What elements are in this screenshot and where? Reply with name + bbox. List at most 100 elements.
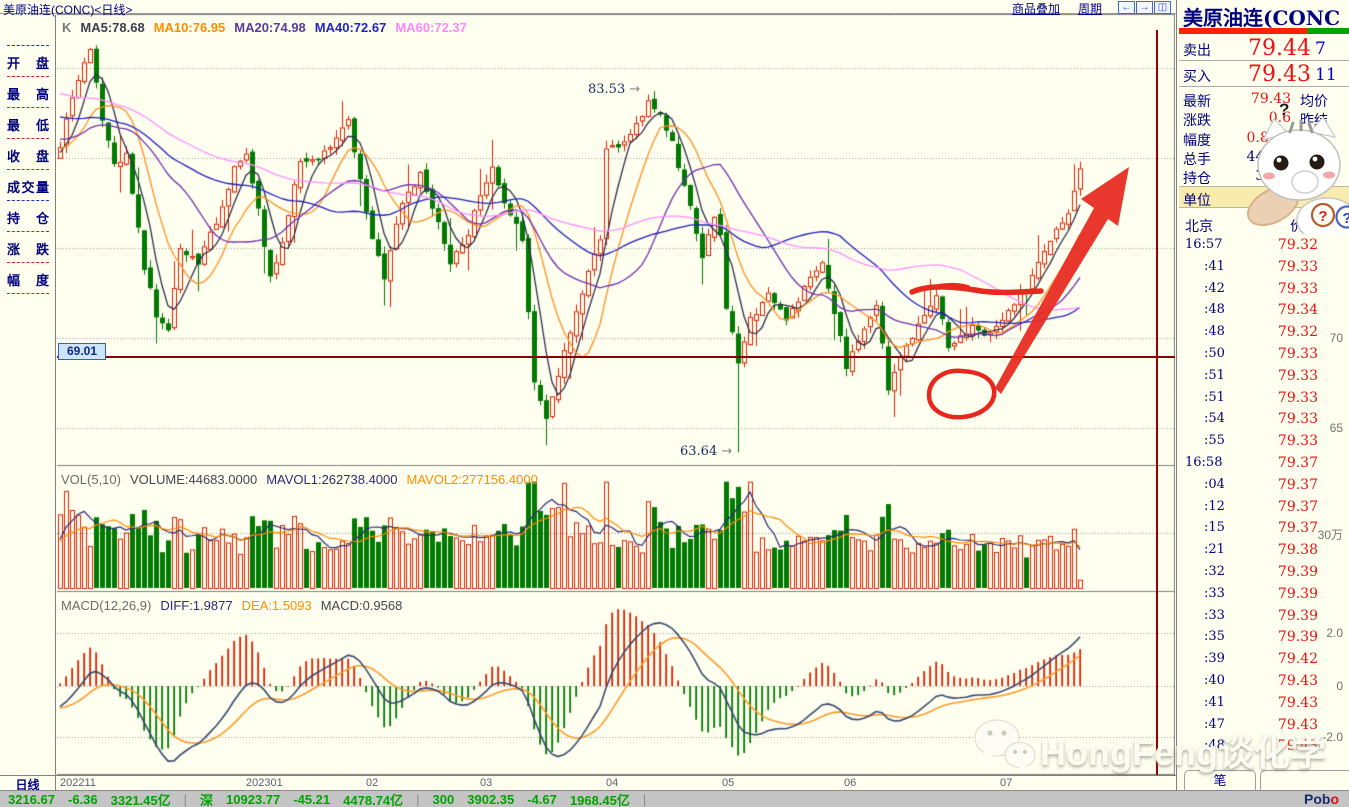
status-bar: 3216.67 -6.36 3321.45亿 | 深 10923.77 -45.21 4478… [0,790,1349,807]
indicator-value-label: MA5:78.68 [80,20,145,35]
divider [1179,60,1349,61]
tape-row-time: 16:58 [1185,455,1223,470]
indicator-value-label: DIFF:1.9877 [160,598,233,613]
quote-row-label: 单位 [1183,193,1211,209]
axis-label: -2.0 [1322,730,1343,744]
tape-row-time: :33 [1204,586,1225,601]
tape-row-price: 79.43 [1277,695,1318,711]
status-index-value: 深 [200,792,214,807]
sidebar-item-3: 最低 [7,118,49,133]
axis-label: 30万 [1317,528,1343,542]
right-arrow-icon: → [629,82,641,97]
overlay-commodity-link[interactable]: 商品叠加 [1012,2,1061,16]
quote-row-label: 持仓 [1183,171,1211,187]
status-divider: | [183,791,188,807]
kline-chart-canvas[interactable] [57,14,1175,775]
tape-row-price: 79.39 [1277,586,1318,602]
tape-row-time: :35 [1204,629,1225,644]
sidebar-item-4: 收盘 [7,149,49,164]
axis-label: 0 [1336,679,1343,693]
indicator-value-label: MA40:72.67 [314,20,387,35]
quote-row-label: 最新 [1183,94,1211,110]
tape-row-price: 79.33 [1277,411,1318,427]
tape-row-time: :41 [1204,259,1225,274]
sidebar-item-5: 成交量 [7,180,49,195]
sidebar-separator [7,45,49,46]
tape-row-price: 79.32 [1277,324,1318,340]
month-tick-label: 03 [480,777,493,789]
cat-sticker: ? ? [1247,116,1349,234]
axis-label: 65 [1329,421,1343,435]
tape-row-price: 79.42 [1277,651,1318,667]
indicator-value-label: VOL(5,10) [61,472,121,487]
tape-row-price: 79.43 [1277,717,1318,733]
field-label-sidebar: 开盘最高最低收盘成交量持仓涨跌幅度 [0,15,56,790]
indicator-value-label: VOLUME:44683.0000 [129,472,258,487]
tape-row-time: :04 [1204,477,1225,492]
tape-row-time: :32 [1204,564,1225,579]
red-question-icon: ? [1318,208,1327,225]
tape-row-time: :12 [1204,499,1225,514]
sidebar-item-6: 持仓 [7,211,49,226]
indicator-value-label: MA10:76.95 [153,20,226,35]
tape-row-time: :51 [1204,368,1225,383]
month-tick-label: 05 [722,777,735,789]
black-question-icon: ? [1279,100,1290,119]
indicator-value-label: MAVOL1:262738.4000 [266,472,398,487]
price-alert-line[interactable] [57,356,1175,358]
tape-row-time: :48 [1204,302,1225,317]
sidebar-separator [7,231,49,232]
volume-indicator-header: VOL(5,10) VOLUME:44683.0000 MAVOL1:262738.… [61,472,547,487]
low-price-annotation: 63.64 → [680,444,733,459]
axis-label: 70 [1329,331,1343,345]
status-index-value: 4478.74亿 [343,792,404,807]
tape-row-price: 79.33 [1277,281,1318,297]
status-divider: | [416,791,420,807]
tape-row-price: 79.38 [1277,542,1318,558]
indicator-value-label: K [62,20,72,35]
status-divider: | [642,791,647,807]
tape-row-price: 79.32 [1277,237,1318,253]
status-index-value: -4.67 [527,791,557,807]
prev-contract-button[interactable]: ← [1118,1,1135,14]
month-tick-label: 02 [366,777,379,789]
quote-price-value: 79.44 [1248,36,1311,61]
month-tick-label: 202301 [246,777,283,789]
wechat-logo-icon [974,719,1036,772]
quote-row-label-right: 均价 [1300,94,1328,110]
quote-row-label: 涨跌 [1183,113,1211,129]
next-contract-button[interactable]: → [1136,1,1153,14]
tape-row-time: :33 [1204,608,1225,623]
indicator-value-label: MACD(12,26,9) [61,598,152,613]
top-bar [0,0,1176,14]
quote-lot-count: 7 [1315,39,1326,59]
right-arrow-icon: → [721,444,733,459]
tape-row-time: :55 [1204,433,1225,448]
indicator-value-label: MAVOL2:277156.4000 [406,472,538,487]
tape-row-time: :51 [1204,390,1225,405]
window-title: 美原油连(CONC)<日线> [3,3,133,17]
sidebar-separator [7,293,49,294]
status-index-value: -6.36 [68,791,98,807]
quote-symbol-title: 美原油连(CONC [1183,6,1341,30]
price-alert-label[interactable]: 69.01 [58,343,106,360]
quote-row-label: 卖出 [1183,43,1211,59]
month-tick-label: 06 [844,777,857,789]
quote-row-label: 总手 [1183,152,1211,168]
period-link[interactable]: 周期 [1078,2,1103,16]
status-index-value: 10923.77 [226,791,281,807]
tape-row-price: 79.34 [1277,302,1318,318]
split-page-button[interactable]: ◫ [1154,1,1171,14]
tape-row-price: 79.33 [1277,259,1318,275]
period-label[interactable]: 日线 [0,776,56,792]
sidebar-separator [7,262,49,263]
watermark-text: HongFeng谈化学 [1040,732,1326,773]
tape-row-price: 79.39 [1277,564,1318,580]
tape-row-price: 79.39 [1277,608,1318,624]
tape-row-price: 79.37 [1277,520,1318,536]
tape-row-time: :42 [1204,281,1225,296]
sidebar-item-1: 开盘 [7,56,49,71]
tape-row-time: :48 [1204,324,1225,339]
pobo-logo: Pobo [1303,791,1339,807]
tape-row-time: :15 [1204,520,1225,535]
